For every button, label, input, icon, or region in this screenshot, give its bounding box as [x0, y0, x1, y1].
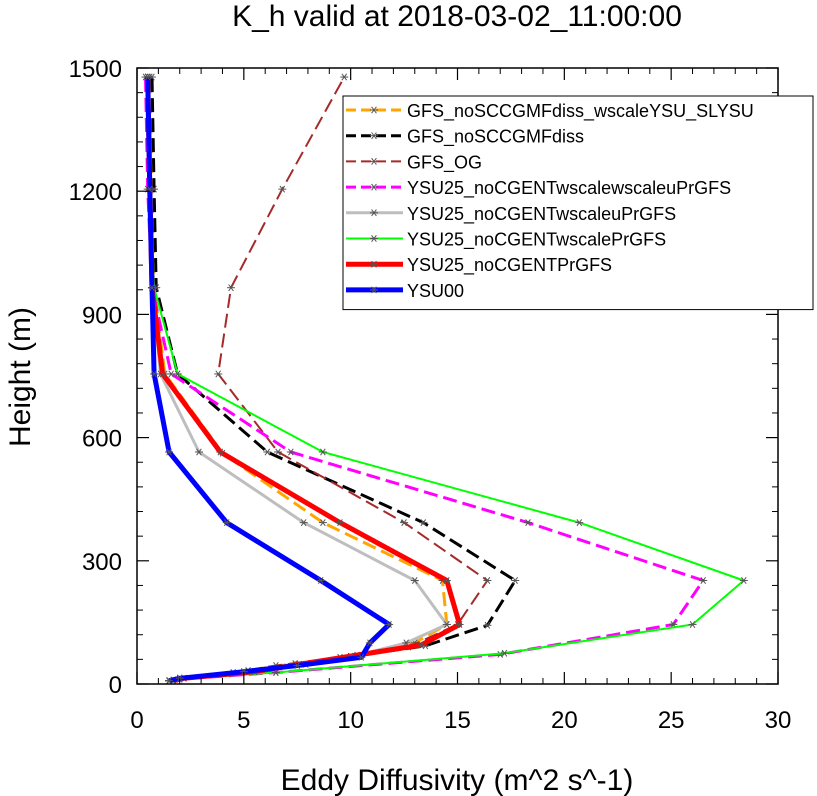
- y-tick-label: 1500: [69, 56, 122, 83]
- x-tick-label: 10: [337, 707, 364, 734]
- data-point: [158, 370, 167, 378]
- x-tick-label: 15: [444, 707, 471, 734]
- x-tick-label: 30: [765, 707, 792, 734]
- legend-item: YSU25_noCGENTwscalewscaleuPrGFS: [346, 178, 731, 199]
- data-point: [400, 519, 409, 527]
- data-point: [293, 662, 302, 670]
- legend-marker: [370, 157, 378, 165]
- data-point: [575, 519, 584, 527]
- data-point: [739, 577, 748, 585]
- data-point: [147, 284, 156, 292]
- legend-marker: [370, 106, 378, 114]
- legend-marker: [370, 260, 378, 268]
- data-point: [511, 577, 520, 585]
- legend: GFS_noSCCGMFdiss_wscaleYSU_SLYSU GFS_noSC…: [342, 95, 814, 311]
- legend-marker: [370, 183, 378, 191]
- data-point: [299, 519, 308, 527]
- legend-item: YSU25_noCGENTPrGFS: [346, 255, 612, 276]
- x-tick-label: 25: [658, 707, 685, 734]
- y-tick-label: 300: [82, 549, 122, 576]
- legend-marker: [370, 235, 378, 242]
- data-point: [417, 641, 426, 649]
- data-point: [483, 577, 492, 585]
- y-tick-label: 600: [82, 426, 122, 453]
- data-point: [688, 620, 697, 628]
- data-point: [340, 73, 349, 81]
- data-point: [194, 448, 203, 456]
- y-tick-label: 900: [82, 302, 122, 329]
- data-point: [150, 370, 159, 378]
- legend-label: YSU00: [407, 281, 464, 301]
- legend-marker: [370, 132, 378, 140]
- legend-marker: [370, 286, 378, 294]
- x-axis-label: Eddy Diffusivity (m^2 s^-1): [281, 764, 634, 796]
- data-point: [143, 73, 152, 81]
- data-point: [357, 653, 366, 661]
- data-point: [173, 370, 182, 378]
- data-point: [227, 284, 236, 292]
- data-point: [274, 448, 283, 456]
- data-point: [500, 649, 509, 657]
- data-point: [419, 519, 428, 527]
- y-tick-label: 1200: [69, 179, 122, 206]
- data-point: [286, 448, 295, 456]
- legend-label: YSU25_noCGENTwscalePrGFS: [407, 230, 666, 251]
- data-point: [410, 577, 419, 585]
- legend-item: GFS_noSCCGMFdiss_wscaleYSU_SLYSU: [346, 101, 754, 122]
- data-point: [214, 370, 223, 378]
- legend-marker: [370, 209, 378, 217]
- legend-label: YSU25_noCGENTPrGFS: [407, 255, 612, 276]
- data-point: [165, 677, 174, 685]
- data-point: [385, 620, 394, 628]
- data-point: [442, 577, 451, 585]
- data-point: [222, 519, 231, 527]
- data-point: [699, 577, 708, 585]
- legend-label: GFS_OG: [407, 152, 482, 173]
- chart-title: K_h valid at 2018-03-02_11:00:00: [232, 0, 682, 33]
- y-axis-label: Height (m): [4, 307, 37, 447]
- legend-label: YSU25_noCGENTwscalewscaleuPrGFS: [407, 178, 731, 199]
- data-point: [318, 519, 327, 527]
- plot-area: [141, 73, 748, 685]
- legend-item: YSU25_noCGENTwscalePrGFS: [346, 230, 666, 251]
- data-point: [335, 519, 344, 527]
- legend-label: GFS_noSCCGMFdiss_wscaleYSU_SLYSU: [407, 101, 754, 122]
- data-point: [483, 621, 492, 629]
- x-tick-label: 20: [551, 707, 578, 734]
- legend-label: GFS_noSCCGMFdiss: [407, 127, 584, 148]
- data-point: [442, 620, 451, 628]
- data-point: [316, 577, 325, 585]
- legend-item: GFS_noSCCGMFdiss: [346, 127, 584, 148]
- legend-label: YSU25_noCGENTwscaleuPrGFS: [407, 204, 676, 225]
- series-8: [143, 73, 394, 685]
- data-point: [278, 185, 287, 193]
- data-point: [239, 668, 248, 676]
- data-point: [524, 519, 533, 527]
- legend-box: [342, 95, 814, 311]
- legend-item: GFS_OG: [346, 152, 482, 173]
- data-point: [318, 448, 327, 456]
- data-point: [455, 620, 464, 628]
- x-tick-label: 5: [237, 707, 250, 734]
- data-point: [165, 448, 174, 456]
- x-tick-label: 0: [130, 707, 143, 734]
- data-point: [216, 448, 225, 456]
- data-point: [263, 448, 272, 456]
- y-tick-label: 0: [109, 672, 122, 699]
- legend-item: YSU00: [346, 281, 464, 301]
- legend-item: YSU25_noCGENTwscaleuPrGFS: [346, 204, 676, 225]
- series-line: [145, 76, 392, 684]
- data-point: [365, 639, 374, 647]
